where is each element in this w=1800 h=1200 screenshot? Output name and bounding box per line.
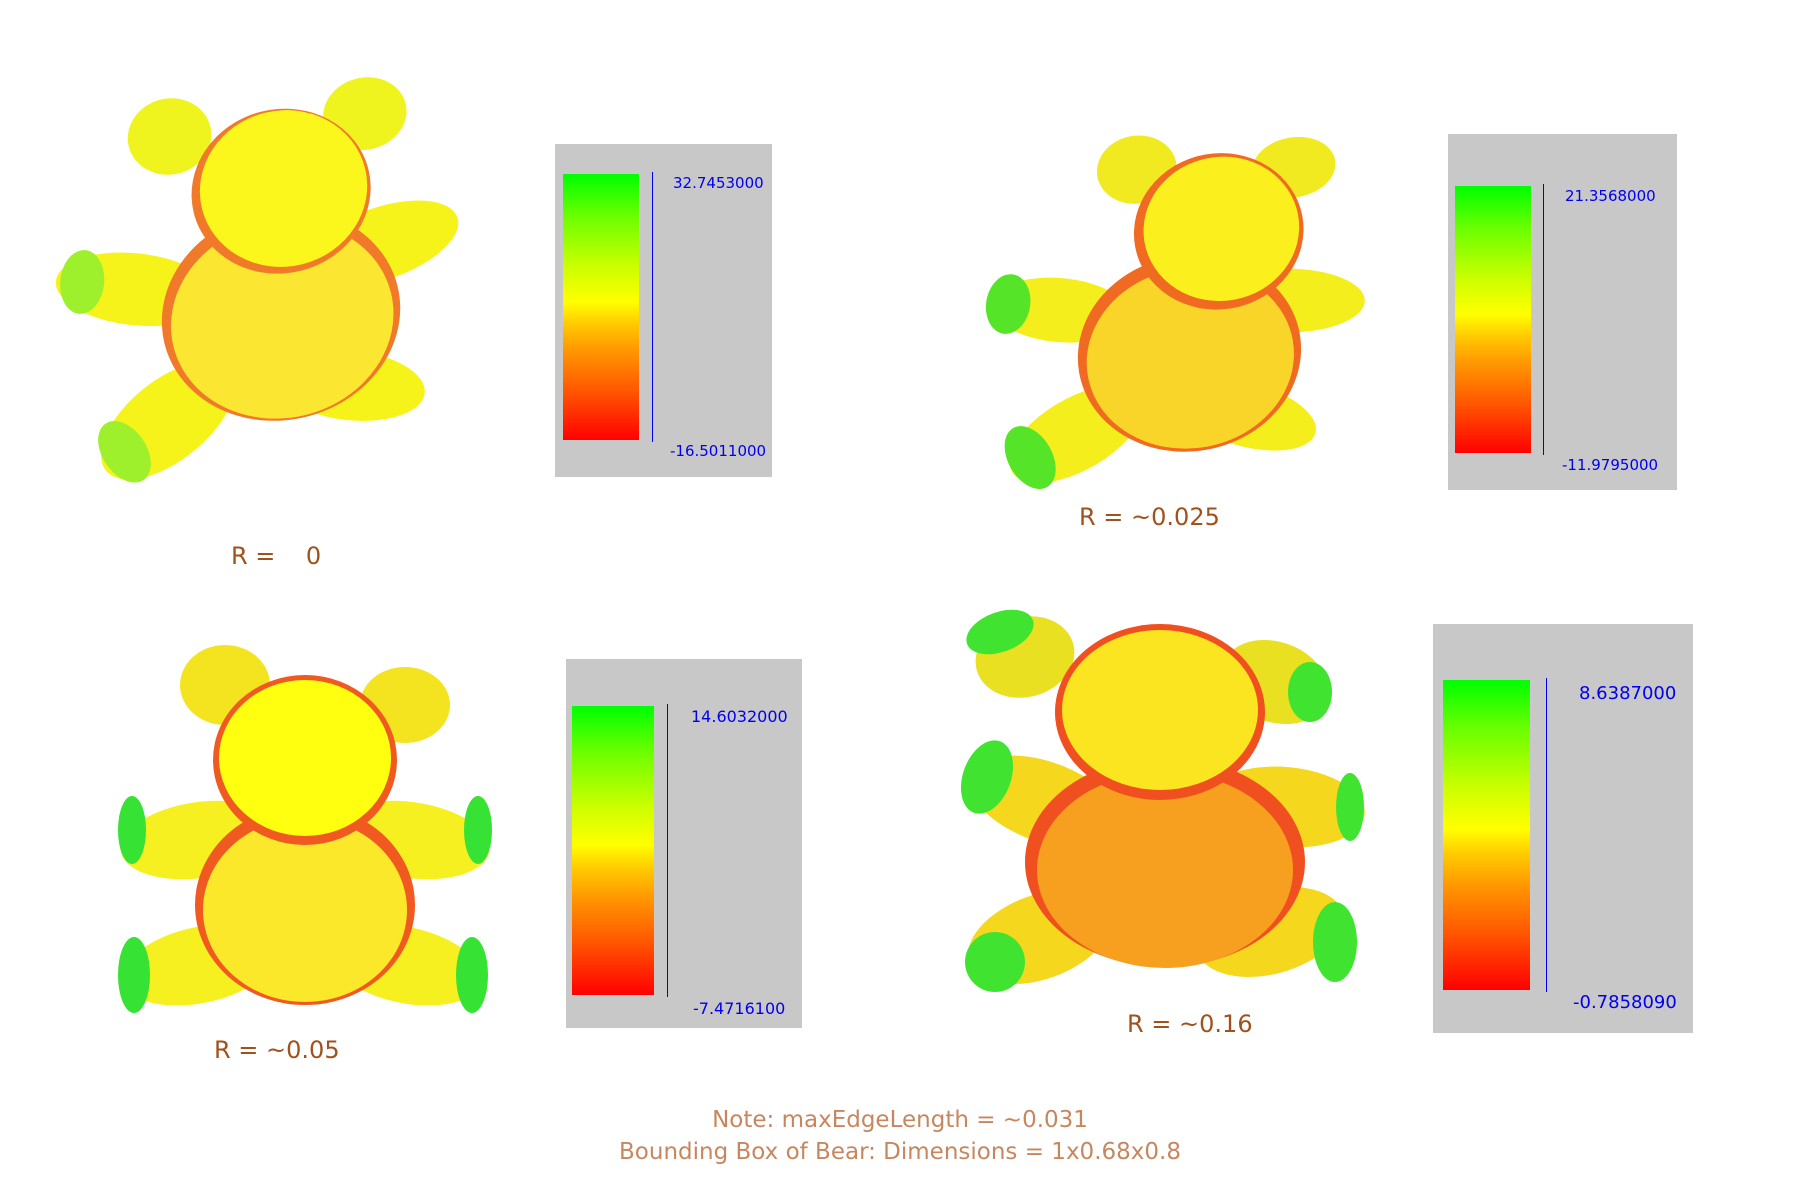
bear-body xyxy=(171,220,394,419)
gradient-bar xyxy=(1443,680,1530,990)
bear-render-r0 xyxy=(55,77,459,483)
bear-head xyxy=(219,680,391,836)
legend-min-value: -7.4716100 xyxy=(693,999,786,1018)
bear-render-r016 xyxy=(960,609,1365,992)
bear-left-arm-end xyxy=(960,740,1014,814)
bear-left-ear xyxy=(127,98,212,175)
bear-left-arm-end xyxy=(985,274,1031,334)
legend-max-value: 14.6032000 xyxy=(691,707,788,726)
color-legend-r0: 32.7453000 -16.5011000 xyxy=(555,144,772,477)
legend-min-value: -16.5011000 xyxy=(670,442,767,460)
gradient-bar xyxy=(572,706,654,995)
r-label-r0: R = 0 xyxy=(231,542,322,570)
bear-head xyxy=(199,110,368,267)
color-legend-r016: 8.6387000 -0.7858090 xyxy=(1433,624,1693,1033)
note-bounding-box: Bounding Box of Bear: Dimensions = 1x0.6… xyxy=(619,1139,1181,1165)
bear-head xyxy=(1143,156,1300,302)
bear-right-arm-end xyxy=(1336,773,1364,841)
bear-left-arm-end xyxy=(118,796,146,864)
bear-right-foot-end xyxy=(1313,902,1357,982)
color-legend-r0025: 21.3568000 -11.9795000 xyxy=(1448,134,1677,490)
bear-right-ear-tip xyxy=(1288,662,1332,722)
r-label-r016: R = ~0.16 xyxy=(1127,1010,1253,1038)
bear-head xyxy=(1062,630,1258,790)
bear-left-foot-end xyxy=(98,421,151,483)
legend-axis xyxy=(652,172,653,442)
note-max-edge-length: Note: maxEdgeLength = ~0.031 xyxy=(712,1107,1088,1133)
bear-left-foot-end xyxy=(118,937,150,1013)
color-legend-r005: 14.6032000 -7.4716100 xyxy=(566,659,802,1028)
legend-min-value: -0.7858090 xyxy=(1573,992,1677,1013)
r-label-r005: R = ~0.05 xyxy=(214,1036,340,1064)
r-label-r0025: R = ~0.025 xyxy=(1079,503,1220,531)
bear-render-r005 xyxy=(118,645,492,1013)
bear-left-arm-end xyxy=(60,250,105,314)
legend-max-value: 32.7453000 xyxy=(673,174,764,192)
legend-axis xyxy=(667,704,668,997)
bear-left-ear-tip xyxy=(966,609,1034,655)
legend-min-value: -11.9795000 xyxy=(1562,456,1659,474)
legend-axis xyxy=(1543,184,1544,455)
legend-max-value: 8.6387000 xyxy=(1579,683,1677,704)
gradient-bar xyxy=(563,174,639,440)
gradient-bar xyxy=(1455,186,1531,453)
legend-axis xyxy=(1546,678,1547,992)
bear-render-r0025 xyxy=(985,135,1365,489)
bear-right-foot-end xyxy=(456,937,488,1013)
bear-left-foot-end xyxy=(1004,426,1056,489)
bear-body xyxy=(203,818,407,1002)
bear-body xyxy=(1086,267,1294,449)
bear-left-foot-end xyxy=(965,932,1025,992)
legend-max-value: 21.3568000 xyxy=(1565,187,1656,205)
bear-right-arm-end xyxy=(464,796,492,864)
bear-body xyxy=(1037,772,1293,968)
